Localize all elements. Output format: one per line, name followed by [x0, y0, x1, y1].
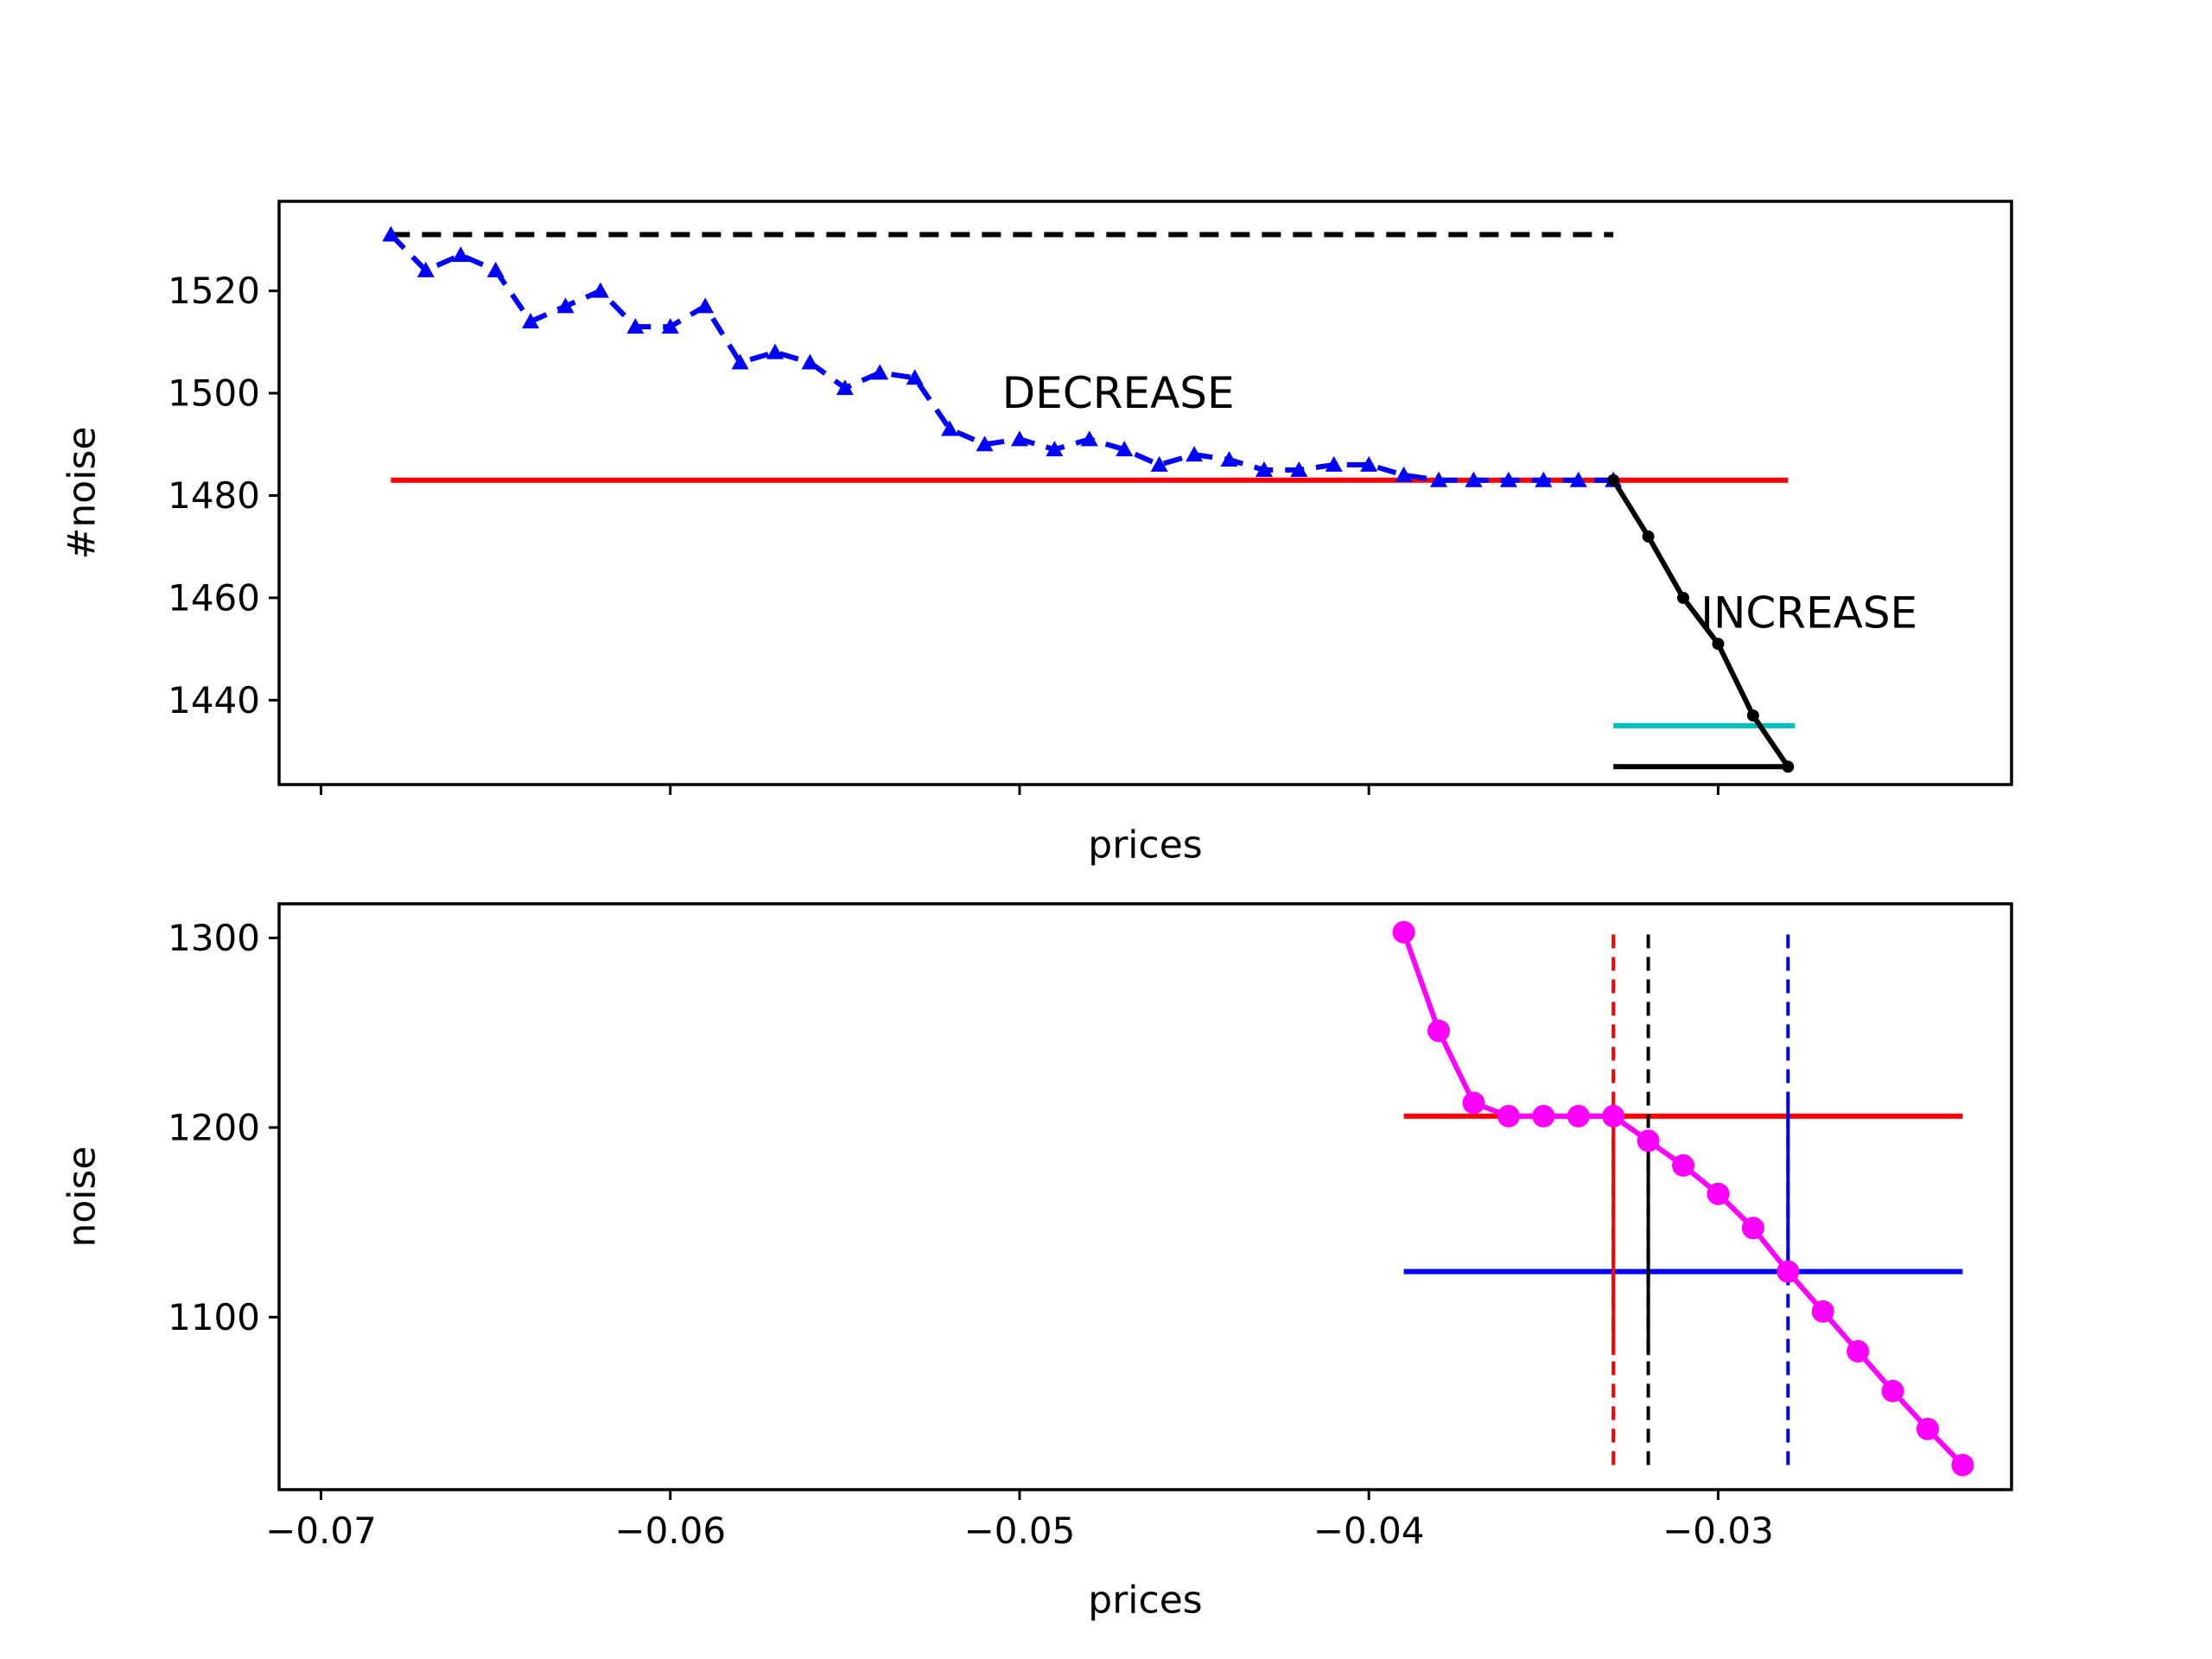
series-0-point: [1707, 1182, 1730, 1205]
series-0-point: [1430, 471, 1448, 487]
series-0-point: [801, 353, 819, 370]
y-tick-label: 1520: [168, 270, 260, 312]
series-0-point: [1116, 441, 1134, 457]
y-tick-label: 1100: [168, 1296, 260, 1338]
series-0-point: [696, 297, 715, 314]
y-tick-label: 1200: [168, 1106, 260, 1148]
series-0-point: [1497, 1104, 1520, 1128]
series-0-point: [1672, 1154, 1695, 1177]
series-0-point: [1290, 461, 1308, 477]
annotation: DECREASE: [1002, 368, 1235, 418]
series-0-point: [1150, 455, 1168, 472]
series-0-point: [1427, 1020, 1451, 1043]
series-0-point: [452, 246, 470, 263]
series-0-point: [556, 297, 575, 314]
x-axis-label: prices: [1088, 823, 1202, 868]
series-0-point: [591, 282, 609, 298]
series-0-point: [1080, 430, 1098, 447]
series-0-point: [1395, 466, 1413, 482]
plot-area: [1392, 920, 1974, 1477]
series-0-point: [486, 261, 505, 277]
series-0-point: [731, 353, 749, 370]
series-1-point: [1712, 638, 1725, 651]
series-0-point: [661, 318, 679, 334]
bottom-subplot: −0.07 −0.06 −0.05 −0.04 −0.03 1100 1200 1300 pri…: [60, 902, 2013, 1623]
x-tick-label: −0.04: [1313, 1510, 1425, 1552]
x-tick-label: −0.06: [614, 1510, 726, 1552]
series-0-point: [1569, 471, 1587, 487]
series-0-point: [766, 343, 785, 359]
series-0-point: [1185, 446, 1204, 462]
series-0-point: [1532, 1104, 1555, 1128]
series-0-line: [1401, 931, 1965, 1467]
series-0-point: [1951, 1453, 1974, 1477]
series-0-point: [836, 379, 854, 396]
series-0-point: [1220, 451, 1238, 467]
series-0-point: [871, 364, 889, 380]
series-0-point: [941, 420, 959, 436]
series-0-point: [1881, 1379, 1904, 1402]
x-tick-label: −0.07: [265, 1510, 377, 1552]
series-1-point: [1677, 591, 1690, 604]
series-1-point: [1782, 760, 1795, 773]
series-1-line: [1611, 479, 1790, 768]
series-0-point: [1777, 1260, 1800, 1283]
top-subplot: DECREASE INCREASE 1440 1460 1480 1500 1520 pric…: [60, 200, 2013, 868]
series-0-point: [1916, 1417, 1939, 1440]
y-axis-label: #noise: [60, 427, 105, 560]
series-0-point: [1847, 1339, 1870, 1363]
series-1-point: [1746, 709, 1759, 722]
series-1-point: [1607, 474, 1620, 486]
series-0-point: [382, 226, 400, 242]
series-0-point: [1392, 920, 1415, 944]
series-0-point: [1465, 471, 1483, 487]
series-0-point: [1602, 1104, 1625, 1128]
series-0-point: [1637, 1129, 1660, 1153]
x-axis-label: prices: [1088, 1579, 1202, 1623]
y-axis-label: noise: [60, 1146, 105, 1247]
series-0-line: [389, 232, 1614, 483]
series-0-point: [626, 318, 645, 334]
series-0-point: [522, 313, 540, 329]
series-0-point: [1567, 1104, 1590, 1128]
series-0-point: [416, 261, 435, 277]
x-tick-label: −0.03: [1662, 1510, 1774, 1552]
y-tick-label: 1500: [168, 372, 260, 415]
y-tick-label: 1440: [168, 679, 260, 721]
series-0-point: [1046, 441, 1064, 457]
series-0-point: [976, 435, 994, 452]
y-tick-label: 1460: [168, 576, 260, 619]
plot-area: [382, 226, 1796, 773]
series-0-point: [1010, 430, 1028, 447]
x-tick-label: −0.05: [964, 1510, 1076, 1552]
y-tick-label: 1300: [168, 917, 260, 959]
annotation: INCREASE: [1700, 588, 1917, 639]
series-0-point: [906, 369, 924, 385]
axes-frame: [277, 200, 2013, 786]
axes-frame: [277, 902, 2013, 1491]
series-0-point: [1741, 1217, 1764, 1240]
series-0-point: [1462, 1091, 1485, 1115]
series-1-point: [1642, 530, 1655, 543]
series-0-point: [1255, 461, 1273, 477]
y-tick-label: 1480: [168, 474, 260, 517]
series-0-point: [1360, 455, 1378, 472]
series-0-point: [1499, 471, 1517, 487]
series-0-point: [1535, 471, 1553, 487]
series-0-point: [1811, 1300, 1834, 1323]
series-0-point: [1325, 455, 1343, 472]
